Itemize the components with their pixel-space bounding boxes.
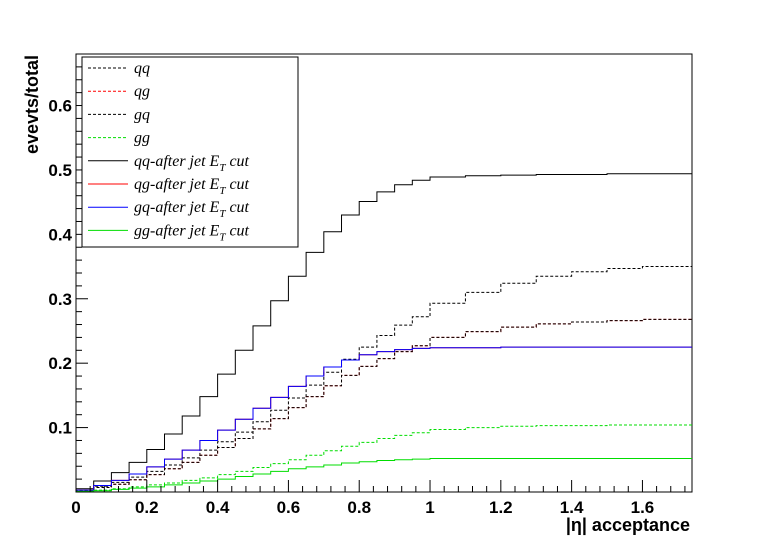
x-tick-label: 1.6 — [631, 498, 655, 517]
ticks-layer: 0 0.2 0.4 0.6 0.8 1 1.2 1.4 1.6 0.1 0.2 0.3 0.4 0.5 0.… — [48, 66, 686, 517]
legend-box — [81, 56, 299, 248]
legend-label: qq — [134, 60, 150, 77]
x-tick-label: 0 — [71, 498, 80, 517]
x-tick-label: 0.6 — [277, 498, 301, 517]
y-tick-label: 0.1 — [48, 419, 72, 438]
x-tick-label: 0.2 — [135, 498, 159, 517]
y-tick-label: 0.6 — [48, 97, 72, 116]
y-tick-label: 0.3 — [48, 290, 72, 309]
y-tick-label: 0.2 — [48, 354, 72, 373]
x-tick-label: 0.4 — [206, 498, 230, 517]
x-tick-label: 1.4 — [560, 498, 584, 517]
y-tick-label: 0.5 — [48, 161, 72, 180]
series-line-0 — [75, 266, 692, 492]
series-line-2 — [75, 318, 692, 492]
legend-label: gg — [134, 130, 150, 147]
x-tick-label: 1 — [425, 498, 434, 517]
x-axis-title: |η| acceptance — [566, 515, 690, 535]
y-tick-label: 0.4 — [48, 225, 72, 244]
legend-label: gq — [134, 106, 150, 123]
series-line-4 — [75, 173, 692, 492]
legend-label: qg — [134, 83, 150, 100]
x-tick-label: 0.8 — [347, 498, 371, 517]
y-axis-title: evevts/total — [22, 55, 42, 154]
x-tick-label: 1.2 — [489, 498, 513, 517]
series-line-6 — [75, 346, 692, 492]
